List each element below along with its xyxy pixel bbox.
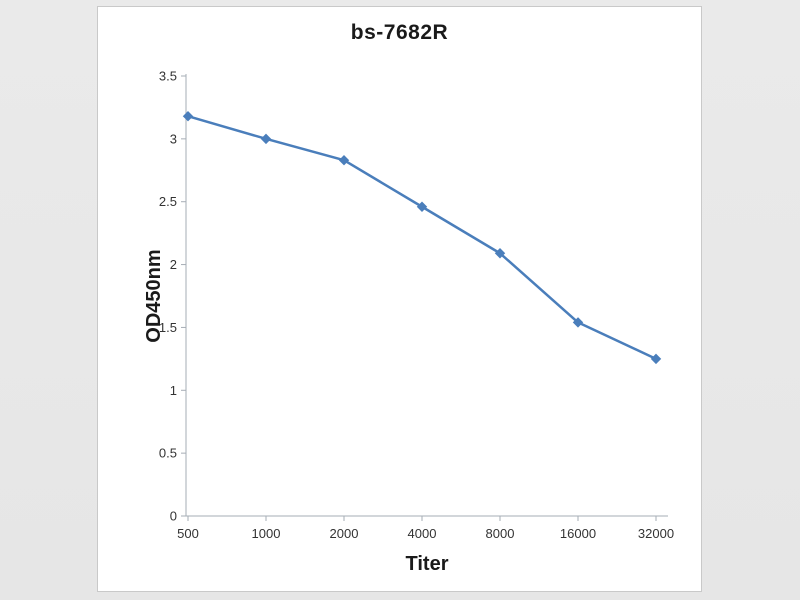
data-point-marker [494, 248, 506, 259]
x-tick-label: 8000 [486, 526, 515, 541]
y-tick-label: 0 [170, 509, 177, 524]
data-point-marker [338, 155, 350, 166]
y-tick-label: 1 [170, 383, 177, 398]
x-tick-label: 500 [177, 526, 199, 541]
x-tick-label: 16000 [560, 526, 596, 541]
line-chart: 0 0.5 1 1.5 2 2.5 3 3.5 500 1000 2000 4000 8000 16000… [159, 69, 674, 542]
data-point-marker [260, 133, 272, 145]
x-tick-label: 2000 [330, 526, 359, 541]
x-tick-label: 32000 [638, 526, 674, 541]
y-tick-label: 3.5 [159, 69, 177, 84]
y-tick-label: 2.5 [159, 194, 177, 209]
chart-panel: bs-7682R OD450nm 0 0.5 1 1.5 2 2.5 3 3.5 500 1000… [97, 6, 702, 592]
data-point-marker [572, 317, 584, 328]
y-tick-label: 0.5 [159, 446, 177, 461]
chart-title: bs-7682R [350, 21, 449, 44]
data-point-marker [182, 111, 194, 122]
data-line [186, 114, 658, 361]
y-tick-label: 2 [170, 257, 177, 272]
y-tick-label: 1.5 [159, 320, 177, 335]
data-point-marker [416, 201, 428, 212]
x-tick-label: 4000 [408, 526, 437, 541]
y-tick-label: 3 [170, 131, 177, 146]
x-axis-title: Titer [405, 553, 449, 575]
x-tick-label: 1000 [252, 526, 281, 541]
data-point-marker [650, 353, 662, 365]
